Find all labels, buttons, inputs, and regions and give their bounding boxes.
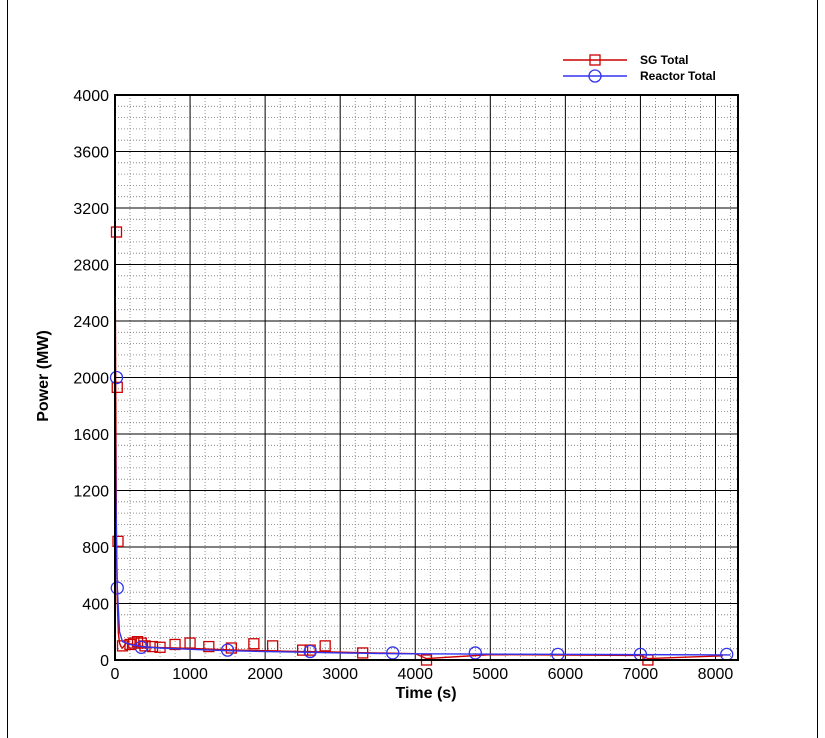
x-tick-label: 3000 — [322, 666, 358, 683]
sg-total-marker — [319, 640, 331, 652]
reactor-total-marker — [303, 644, 317, 659]
reactor-total-marker — [386, 646, 400, 660]
sg-total-marker — [111, 381, 123, 394]
y-tick-label: 2800 — [73, 258, 109, 275]
reactor-total-marker — [220, 643, 235, 657]
sg-total-marker — [225, 642, 237, 654]
sg-total-marker — [248, 638, 260, 650]
y-tick-label: 4000 — [73, 88, 109, 105]
sg-total-marker — [266, 640, 279, 652]
sg-total-marker — [297, 644, 309, 656]
sg-total-marker — [128, 637, 140, 649]
x-axis-label: Time (s) — [395, 685, 456, 702]
y-tick-label: 800 — [82, 540, 109, 557]
sg-total-marker — [124, 638, 136, 651]
sg-total-series — [110, 226, 724, 666]
y-tick-label: 2400 — [73, 314, 109, 331]
series-layer — [109, 226, 734, 666]
legend-label-sg-total: SG Total — [640, 53, 688, 67]
y-tick-label: 400 — [82, 597, 109, 614]
y-tick-label: 1600 — [73, 427, 109, 444]
reactor-total-marker — [110, 581, 124, 595]
y-tick-label: 1200 — [73, 484, 109, 501]
x-tick-label: 5000 — [473, 666, 509, 683]
plot-area-border — [114, 94, 739, 661]
y-tick-label: 3600 — [73, 145, 109, 162]
x-tick-label: 4000 — [397, 666, 433, 683]
y-tick-label: 0 — [100, 653, 109, 670]
y-tick-label: 3200 — [73, 201, 109, 218]
major-gridlines — [114, 94, 738, 661]
y-tick-label: 2000 — [73, 371, 109, 388]
legend-marker-reactor-total — [588, 69, 602, 83]
x-tick-label: 0 — [111, 666, 120, 683]
legend-label-reactor-total: Reactor Total — [640, 69, 716, 83]
x-tick-label: 7000 — [623, 666, 659, 683]
x-tick-label: 2000 — [247, 666, 283, 683]
reactor-total-series — [109, 370, 734, 661]
sg-total-marker — [110, 226, 123, 238]
sg-total-marker — [169, 638, 181, 651]
x-tick-labels: 0 1000 2000 3000 4000 5000 6000 7000 8000 — [111, 666, 734, 683]
reactor-total-marker — [468, 646, 482, 660]
legend-marker-sg-total — [589, 54, 601, 66]
y-axis-label: Power (MW) — [35, 330, 52, 422]
x-tick-label: 1000 — [172, 666, 208, 683]
x-tick-label: 6000 — [548, 666, 584, 683]
reactor-total-line — [114, 377, 731, 656]
y-tick-labels: 0 400 800 1200 1600 2000 2400 2800 3200 3600 4000 — [73, 88, 109, 670]
sg-total-marker — [203, 640, 215, 653]
sg-total-marker — [184, 637, 196, 649]
reactor-total-marker — [134, 640, 148, 654]
legend: SG Total Reactor Total — [563, 53, 716, 83]
sg-total-marker — [112, 535, 124, 547]
frame-right-border — [817, 0, 818, 738]
reactor-total-marker — [109, 370, 124, 385]
frame-left-border — [7, 0, 8, 738]
x-tick-label: 8000 — [698, 666, 734, 683]
